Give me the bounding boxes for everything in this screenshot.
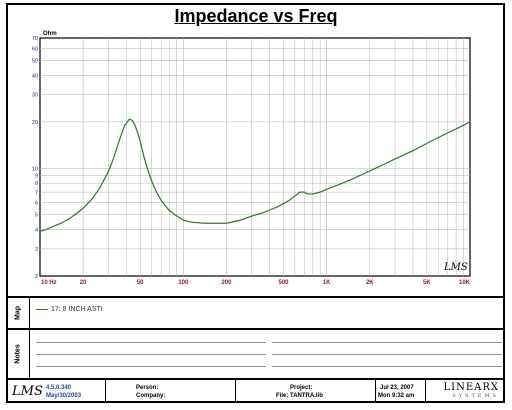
y-axis-label: Ohm xyxy=(43,31,57,37)
lms-logo: LMS xyxy=(12,384,43,399)
footer-version-cell: LMS 4.5.0.340 May/30/2003 xyxy=(6,380,106,403)
x-tick-label: 200 xyxy=(221,280,232,286)
company-label: Company: xyxy=(136,393,166,399)
map-section: Map 17: 8 INCH ASTI xyxy=(6,296,505,328)
note-line xyxy=(272,354,502,355)
y-tick-label: 6 xyxy=(35,200,38,206)
footer-date-cell: Jul 23, 2007 Mon 9:32 am xyxy=(376,380,426,403)
footer-person-cell: Person: Company: xyxy=(106,380,236,403)
legend-swatch xyxy=(36,309,48,310)
note-line xyxy=(36,354,266,355)
time-text: Mon 9:32 am xyxy=(378,393,415,399)
y-tick-labels: 2 3 4 5 6 7 8 910 20 30 40 50 60 70 xyxy=(32,36,38,280)
lms-watermark: LMS xyxy=(443,262,468,273)
footer-project-cell: Project: File: TANTRA.lib xyxy=(236,380,376,403)
x-tick-label: 20 xyxy=(80,280,87,286)
x-tick-label: 100 xyxy=(178,280,189,286)
x-tick-labels: 10 Hz 20 50 100 200 500 1K 2K 5K 10K xyxy=(41,280,471,286)
impedance-chart: 2 3 4 5 6 7 8 910 20 30 40 50 60 70 10 Hz 20 50 100 200 50… xyxy=(32,31,471,286)
x-tick-label: 5K xyxy=(423,280,431,286)
notes-section: Notes xyxy=(6,328,505,378)
y-tick-label: 20 xyxy=(32,120,38,126)
map-side-label: Map xyxy=(6,298,30,328)
y-tick-label: 30 xyxy=(32,93,38,99)
y-tick-label: 8 xyxy=(35,181,38,187)
y-tick-label: 10 xyxy=(32,166,38,172)
x-tick-label: 1K xyxy=(323,280,331,286)
y-tick-label: 50 xyxy=(32,59,38,65)
legend: 17: 8 INCH ASTI xyxy=(36,306,103,313)
x-tick-label: 10K xyxy=(459,280,471,286)
y-tick-label: 5 xyxy=(35,213,38,219)
chart-title: Impedance vs Freq xyxy=(174,6,338,26)
note-line xyxy=(272,366,502,367)
y-tick-label: 2 xyxy=(35,274,38,280)
note-line xyxy=(272,342,502,343)
note-line xyxy=(36,342,266,343)
person-label: Person: xyxy=(136,385,159,391)
series-layer xyxy=(39,118,471,232)
y-tick-label: 70 xyxy=(32,36,38,42)
date-text: Jul 23, 2007 xyxy=(380,385,414,391)
version-date: May/30/2003 xyxy=(46,393,82,399)
legend-entry: 17: 8 INCH ASTI xyxy=(51,306,103,313)
footer: LMS 4.5.0.340 May/30/2003 Person: Compan… xyxy=(6,378,505,403)
linearx-logo: LINEARX SYSTEMS xyxy=(443,382,499,399)
y-tick-label: 7 xyxy=(35,190,38,196)
notes-side-label: Notes xyxy=(6,330,30,378)
grid xyxy=(40,38,470,276)
y-tick-label: 4 xyxy=(35,228,38,234)
note-line xyxy=(36,366,266,367)
impedance-series-line xyxy=(39,118,471,232)
x-tick-label: 10 Hz xyxy=(41,280,57,286)
project-label: Project: xyxy=(290,385,313,391)
x-tick-label: 500 xyxy=(279,280,290,286)
file-label: File: TANTRA.lib xyxy=(276,393,323,399)
y-tick-label: 3 xyxy=(35,247,38,253)
plot-area xyxy=(39,37,471,277)
y-tick-label: 9 xyxy=(35,173,38,179)
x-tick-label: 2K xyxy=(366,280,374,286)
y-tick-label: 60 xyxy=(32,46,38,52)
version-number: 4.5.0.340 xyxy=(46,385,72,391)
x-tick-label: 50 xyxy=(137,280,144,286)
y-tick-label: 40 xyxy=(32,73,38,79)
